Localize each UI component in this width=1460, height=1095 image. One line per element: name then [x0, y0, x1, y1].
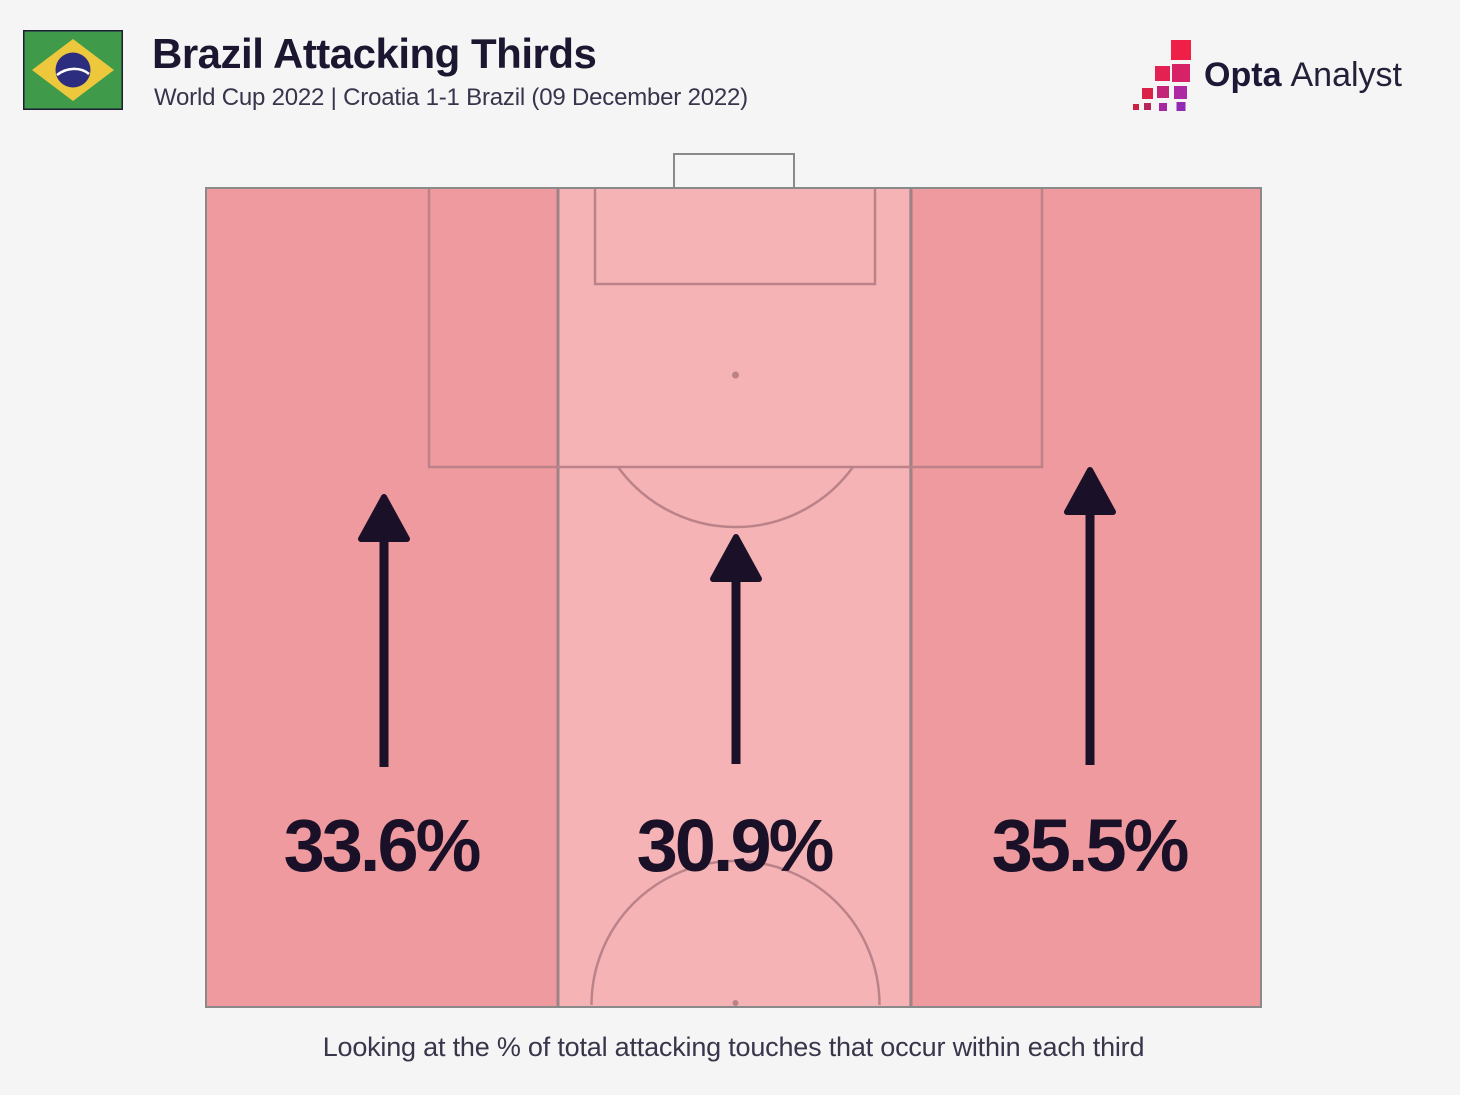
brand-opta: Opta	[1204, 55, 1282, 94]
right-third-value: 35.5%	[991, 804, 1190, 887]
left-third-arrow	[358, 494, 410, 767]
goal-frame	[673, 153, 795, 189]
page-subtitle: World Cup 2022 | Croatia 1-1 Brazil (09 …	[154, 84, 748, 111]
brazil-flag-icon	[21, 28, 125, 112]
brand-wordmark: Opta Analyst	[1204, 56, 1402, 95]
page-title: Brazil Attacking Thirds	[152, 30, 597, 77]
middle-third-value: 30.9%	[636, 804, 835, 887]
right-third-zone	[909, 189, 1261, 1006]
brand-analyst: Analyst	[1290, 55, 1403, 94]
left-third-value: 33.6%	[283, 804, 482, 887]
opta-squares-icon	[1133, 38, 1193, 112]
pitch	[205, 187, 1262, 1008]
right-third-arrow	[1064, 467, 1116, 765]
opta-analyst-logo: Opta Analyst	[1133, 38, 1402, 112]
chart-caption: Looking at the % of total attacking touc…	[322, 1032, 1145, 1062]
middle-third-arrow	[710, 534, 762, 764]
pitch-markings	[358, 189, 1116, 1006]
